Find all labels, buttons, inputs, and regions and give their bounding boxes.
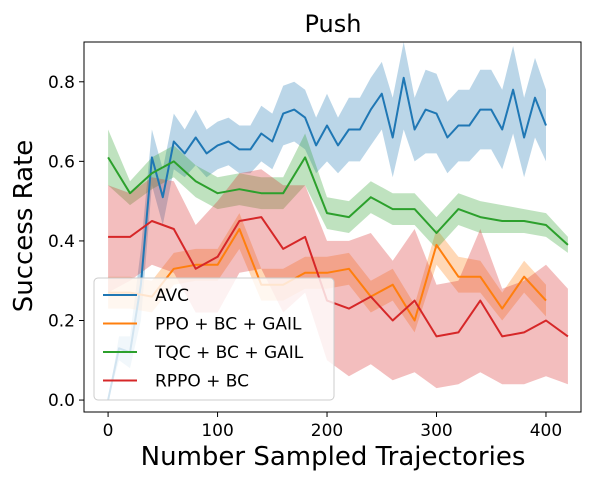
x-tick-label: 200 bbox=[311, 421, 343, 441]
x-tick-label: 400 bbox=[530, 421, 562, 441]
legend-label-ppo-bc-gail: PPO + BC + GAIL bbox=[155, 315, 302, 335]
y-tick-label: 0.2 bbox=[48, 311, 75, 331]
band-avc bbox=[108, 42, 546, 401]
x-tick-label: 0 bbox=[103, 421, 114, 441]
plot-frame bbox=[83, 41, 582, 413]
y-axis-label: Success Rate bbox=[9, 140, 39, 313]
legend-label-rppo-bc: RPPO + BC bbox=[155, 372, 249, 392]
x-tick-label: 100 bbox=[201, 421, 233, 441]
series-lines bbox=[107, 76, 569, 401]
legend-box bbox=[93, 277, 335, 401]
legend: AVC PPO + BC + GAIL TQC + BC + GAIL RPPO + … bbox=[93, 277, 335, 401]
y-tick-label: 0.8 bbox=[48, 73, 75, 93]
series-line-ppo-bc-gail bbox=[108, 228, 547, 322]
series-line-rppo-bc bbox=[108, 216, 569, 338]
legend-label-tqc-bc-gail: TQC + BC + GAIL bbox=[154, 343, 304, 363]
series-line-avc bbox=[107, 76, 547, 401]
y-tick-label: 0.4 bbox=[48, 232, 75, 252]
series-line-tqc-bc-gail bbox=[107, 156, 569, 246]
axis-ticks: 0 100 200 300 400 0.0 0.2 0.4 0.6 0.8 bbox=[48, 73, 562, 441]
band-tqc-bc-gail bbox=[108, 129, 568, 253]
x-tick-label: 300 bbox=[420, 421, 452, 441]
y-tick-label: 0.6 bbox=[48, 152, 75, 172]
legend-label-avc: AVC bbox=[155, 286, 189, 306]
x-axis-label: Number Sampled Trajectories bbox=[141, 442, 526, 472]
y-tick-label: 0.0 bbox=[48, 391, 75, 411]
chart-title: Push bbox=[305, 10, 362, 38]
